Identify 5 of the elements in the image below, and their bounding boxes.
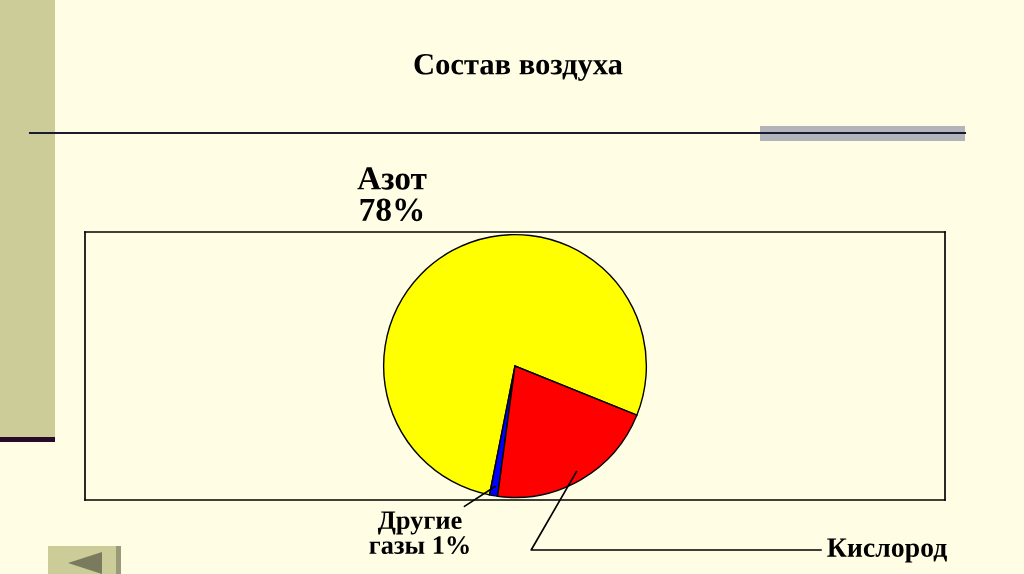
slice-label: Кислород — [827, 538, 947, 563]
slice-label: Азот — [357, 167, 427, 190]
slice-label: Другие газы 1% — [369, 511, 469, 555]
chart-title: Состав воздуха — [414, 54, 623, 81]
data-label: 78% — [360, 198, 423, 222]
